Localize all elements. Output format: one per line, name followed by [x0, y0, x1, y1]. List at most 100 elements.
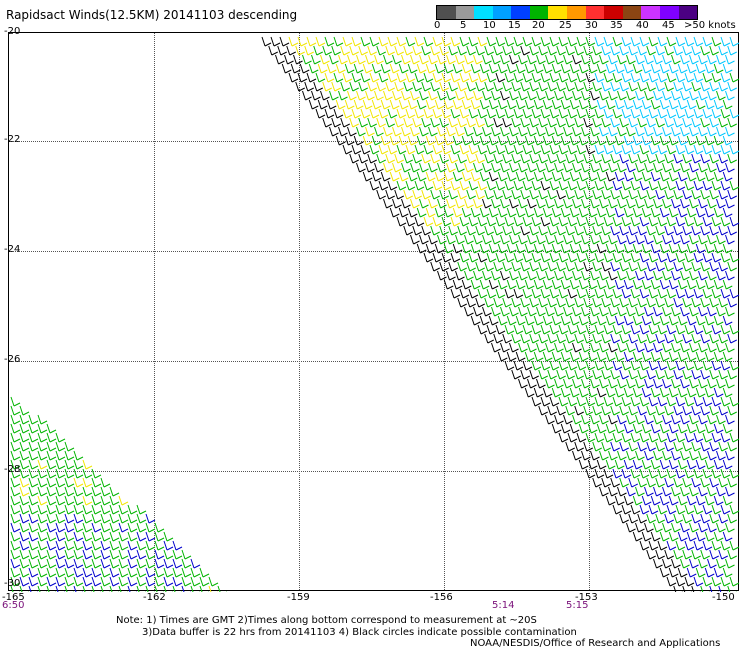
wind-barb	[496, 231, 503, 236]
wind-barb	[628, 225, 633, 236]
wind-barb	[491, 270, 495, 281]
wind-barb	[438, 213, 445, 218]
wind-barb	[415, 51, 422, 56]
wind-barb	[130, 546, 138, 551]
wind-barb	[10, 414, 15, 425]
wind-barb	[614, 171, 619, 182]
wind-barb	[10, 441, 15, 452]
wind-barb	[617, 234, 621, 245]
wind-barb	[673, 369, 678, 380]
wind-barb	[583, 261, 588, 272]
wind-barb	[31, 483, 39, 488]
wind-barb	[410, 198, 414, 209]
wind-barb	[636, 465, 643, 470]
wind-barb	[693, 36, 698, 47]
wind-barb	[563, 90, 567, 101]
wind-barb	[317, 99, 322, 110]
cb-label: 10	[483, 20, 496, 31]
wind-barb	[636, 501, 643, 506]
wind-barb	[676, 483, 683, 488]
wind-barb	[591, 213, 598, 218]
wind-barb	[480, 42, 488, 47]
wind-barb	[678, 438, 686, 443]
wind-barb	[576, 288, 581, 299]
wind-barb	[333, 72, 338, 83]
wind-barb	[699, 429, 706, 434]
wind-barb	[542, 351, 547, 362]
wind-barb	[136, 540, 141, 551]
wind-barb	[619, 477, 624, 488]
wind-barb	[705, 294, 713, 299]
wind-barb	[623, 99, 628, 110]
wind-barb	[620, 276, 627, 281]
wind-barb	[462, 114, 470, 119]
wind-barb	[567, 252, 572, 263]
wind-barb	[671, 342, 675, 353]
wind-barb	[641, 459, 646, 470]
wind-barb	[575, 240, 582, 245]
wind-barb	[663, 573, 670, 578]
wind-barb	[512, 348, 519, 353]
wind-barb	[609, 105, 616, 110]
wind-barb	[518, 234, 522, 245]
wind-barb	[433, 123, 440, 128]
wind-barb	[552, 330, 560, 335]
wind-barb	[532, 339, 539, 344]
wind-barb	[458, 204, 465, 209]
wind-barb	[694, 519, 701, 524]
wind-barb	[184, 582, 192, 587]
wind-barb	[361, 51, 368, 56]
wind-barb	[689, 342, 693, 353]
wind-barb	[376, 189, 381, 200]
wind-barb	[31, 474, 39, 479]
wind-barb	[608, 54, 612, 65]
wind-barb	[64, 531, 69, 542]
wind-barb	[28, 441, 33, 452]
wind-barb	[723, 474, 731, 479]
wind-barb	[594, 72, 599, 83]
wind-barb	[718, 549, 723, 560]
wind-barb	[523, 303, 530, 308]
wind-barb	[597, 186, 605, 191]
wind-barb	[665, 348, 672, 353]
wind-barb	[698, 90, 702, 101]
wind-barb	[700, 333, 705, 344]
wind-barb	[640, 267, 647, 272]
wind-barb	[136, 558, 141, 569]
wind-barb	[638, 384, 645, 389]
wind-barb	[577, 123, 584, 128]
wind-barb	[673, 225, 678, 236]
wind-barb	[647, 528, 654, 533]
wind-barb	[532, 123, 539, 128]
wind-barb	[136, 522, 141, 533]
wind-barb	[713, 171, 718, 182]
wind-barb	[659, 63, 664, 74]
wind-barb	[615, 474, 623, 479]
wind-barb	[554, 270, 558, 281]
wind-barb	[719, 456, 726, 461]
wind-barb	[64, 585, 68, 592]
wind-barb	[700, 441, 705, 452]
wind-barb	[549, 216, 554, 227]
wind-barb	[100, 495, 105, 506]
wind-barb	[457, 45, 462, 56]
wind-barb	[488, 171, 493, 182]
wind-barb	[619, 369, 624, 380]
wind-barb	[566, 240, 573, 245]
wind-barb	[630, 432, 635, 443]
wind-barb	[335, 99, 340, 110]
wind-barb	[685, 303, 692, 308]
wind-barb	[563, 378, 567, 389]
wind-barb	[549, 36, 554, 47]
wind-barb	[606, 114, 614, 119]
wind-barb	[557, 348, 564, 353]
wind-barb	[596, 63, 601, 74]
wind-barb	[573, 141, 580, 146]
wind-barb	[417, 222, 425, 227]
wind-barb	[547, 45, 552, 56]
wind-barb	[588, 474, 596, 479]
wind-barb	[655, 225, 660, 236]
wind-barb	[707, 198, 711, 209]
wind-barb	[536, 54, 540, 65]
wind-barb	[121, 537, 129, 542]
